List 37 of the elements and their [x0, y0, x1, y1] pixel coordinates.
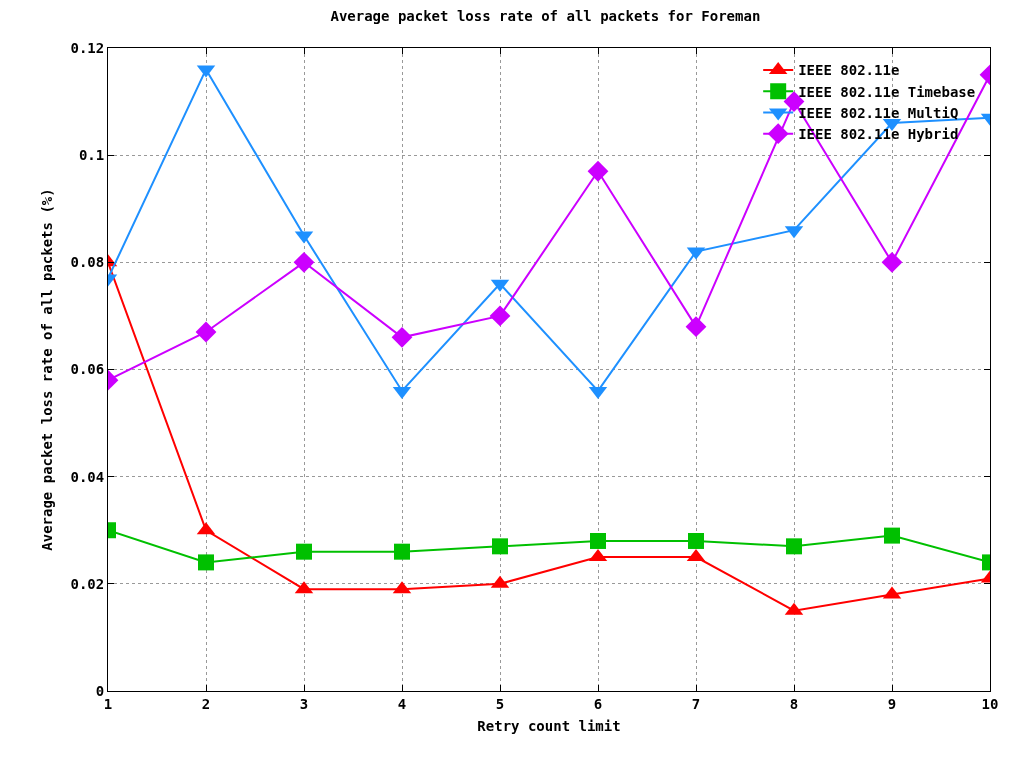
point: [296, 543, 312, 560]
point: [195, 321, 217, 343]
point: [492, 538, 508, 555]
point: [590, 532, 606, 549]
x-axis-title: Retry count limit: [477, 718, 621, 735]
point: [688, 532, 704, 549]
y-tick-label: 0.04: [70, 468, 105, 485]
x-tick-label: 7: [691, 695, 701, 712]
point: [881, 251, 903, 273]
x-tick-label: 6: [593, 695, 603, 712]
y-tick-label: 0.06: [70, 361, 105, 378]
chart-title: Average packet loss rate of all packets for Foreman: [330, 8, 761, 25]
x-tick-label: 1: [103, 695, 113, 712]
y-tick-label: 0.12: [70, 39, 105, 56]
x-tick-label: 10: [981, 695, 999, 712]
legend-label: IEEE 802.11e: [798, 62, 900, 79]
point: [391, 326, 413, 348]
point: [198, 554, 214, 571]
y-axis-title: Average packet loss rate of all packets (%): [39, 188, 56, 551]
x-tick-label: 3: [299, 695, 309, 712]
y-tick-label: 0: [95, 682, 105, 699]
y-tick-label: 0.02: [70, 575, 105, 592]
x-tick-label: 9: [887, 695, 897, 712]
point: [786, 538, 802, 555]
x-tick-label: 4: [397, 695, 407, 712]
point: [489, 305, 511, 327]
point: [587, 160, 609, 182]
point: [884, 527, 900, 544]
x-tick-label: 5: [495, 695, 505, 712]
y-tick-label: 0.08: [70, 254, 105, 271]
point: [293, 251, 315, 273]
x-tick-label: 8: [789, 695, 799, 712]
point: [685, 316, 707, 338]
y-tick-label: 0.1: [78, 147, 105, 164]
point: [394, 543, 410, 560]
x-tick-label: 2: [201, 695, 211, 712]
legend-label: IEEE 802.11e Timebase: [798, 83, 976, 100]
